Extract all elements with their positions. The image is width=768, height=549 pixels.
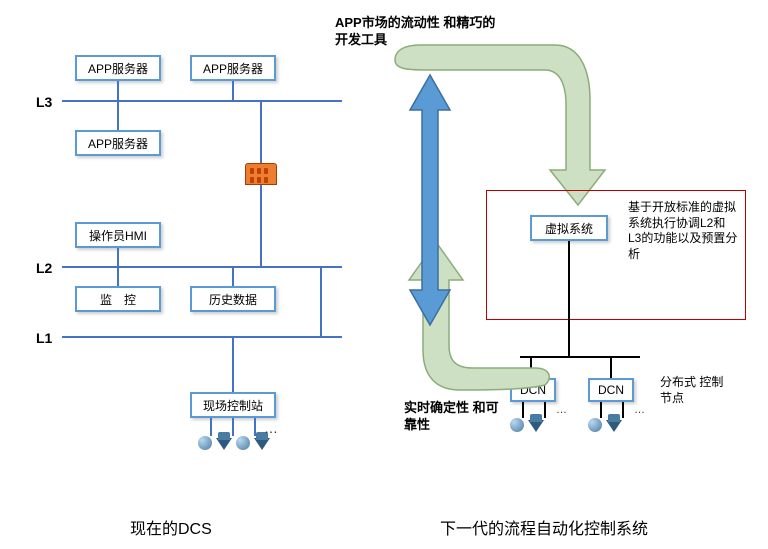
- right-caption: 下一代的流程自动化控制系统: [440, 515, 648, 539]
- app-server-box-2: APP服务器: [190, 55, 276, 81]
- sensor-group-dcn1: [510, 418, 544, 432]
- dcn-v2: [610, 356, 612, 378]
- firewall-icon: [245, 163, 277, 185]
- sens-l2: [232, 418, 234, 436]
- firewall-to-l2: [260, 185, 262, 266]
- conn-app1: [117, 81, 119, 101]
- dcn1-s1: [522, 402, 524, 418]
- operator-hmi-box: 操作员HMI: [75, 222, 161, 248]
- conn-app3: [117, 100, 119, 130]
- sens-l1: [210, 418, 212, 436]
- field-station-box: 现场控制站: [190, 392, 276, 418]
- virtual-desc: 基于开放标准的虚拟系统执行协调L2和L3的功能以及预置分析: [628, 200, 738, 262]
- left-caption: 现在的DCS: [130, 515, 212, 539]
- l1-down: [232, 336, 234, 392]
- dots-left: …: [264, 420, 278, 436]
- history-box: 历史数据: [190, 286, 276, 312]
- level-l3-label: L3: [36, 94, 52, 110]
- level-l2-label: L2: [36, 260, 52, 276]
- sensor-group-left: [198, 436, 270, 450]
- conn-app2: [232, 81, 234, 101]
- dcn2-s2: [622, 402, 624, 418]
- l3-down: [260, 100, 262, 165]
- dcn-box-2: DCN: [588, 378, 634, 402]
- dots-dcn2: …: [634, 404, 645, 416]
- blue-double-arrow: [405, 70, 455, 330]
- vs-down: [568, 241, 570, 356]
- dcn1-s2: [544, 402, 546, 418]
- l1-bus: [62, 336, 342, 338]
- conn-history: [232, 266, 234, 286]
- dots-dcn1: …: [556, 404, 567, 416]
- monitor-box: 监 控: [75, 286, 161, 312]
- sensor-group-dcn2: [588, 418, 622, 432]
- app-server-box-3: APP服务器: [75, 130, 161, 156]
- dcn2-s1: [600, 402, 602, 418]
- app-server-box-1: APP服务器: [75, 55, 161, 81]
- dcn-note: 分布式 控制节点: [660, 375, 730, 406]
- bottom-text: 实时确定性 和可靠性: [404, 400, 504, 434]
- l3-bus: [62, 100, 342, 102]
- conn-monitor: [117, 266, 119, 286]
- level-l1-label: L1: [36, 330, 52, 346]
- l2-bus: [62, 266, 342, 268]
- conn-hmi: [117, 248, 119, 266]
- l2-to-l1: [320, 266, 322, 336]
